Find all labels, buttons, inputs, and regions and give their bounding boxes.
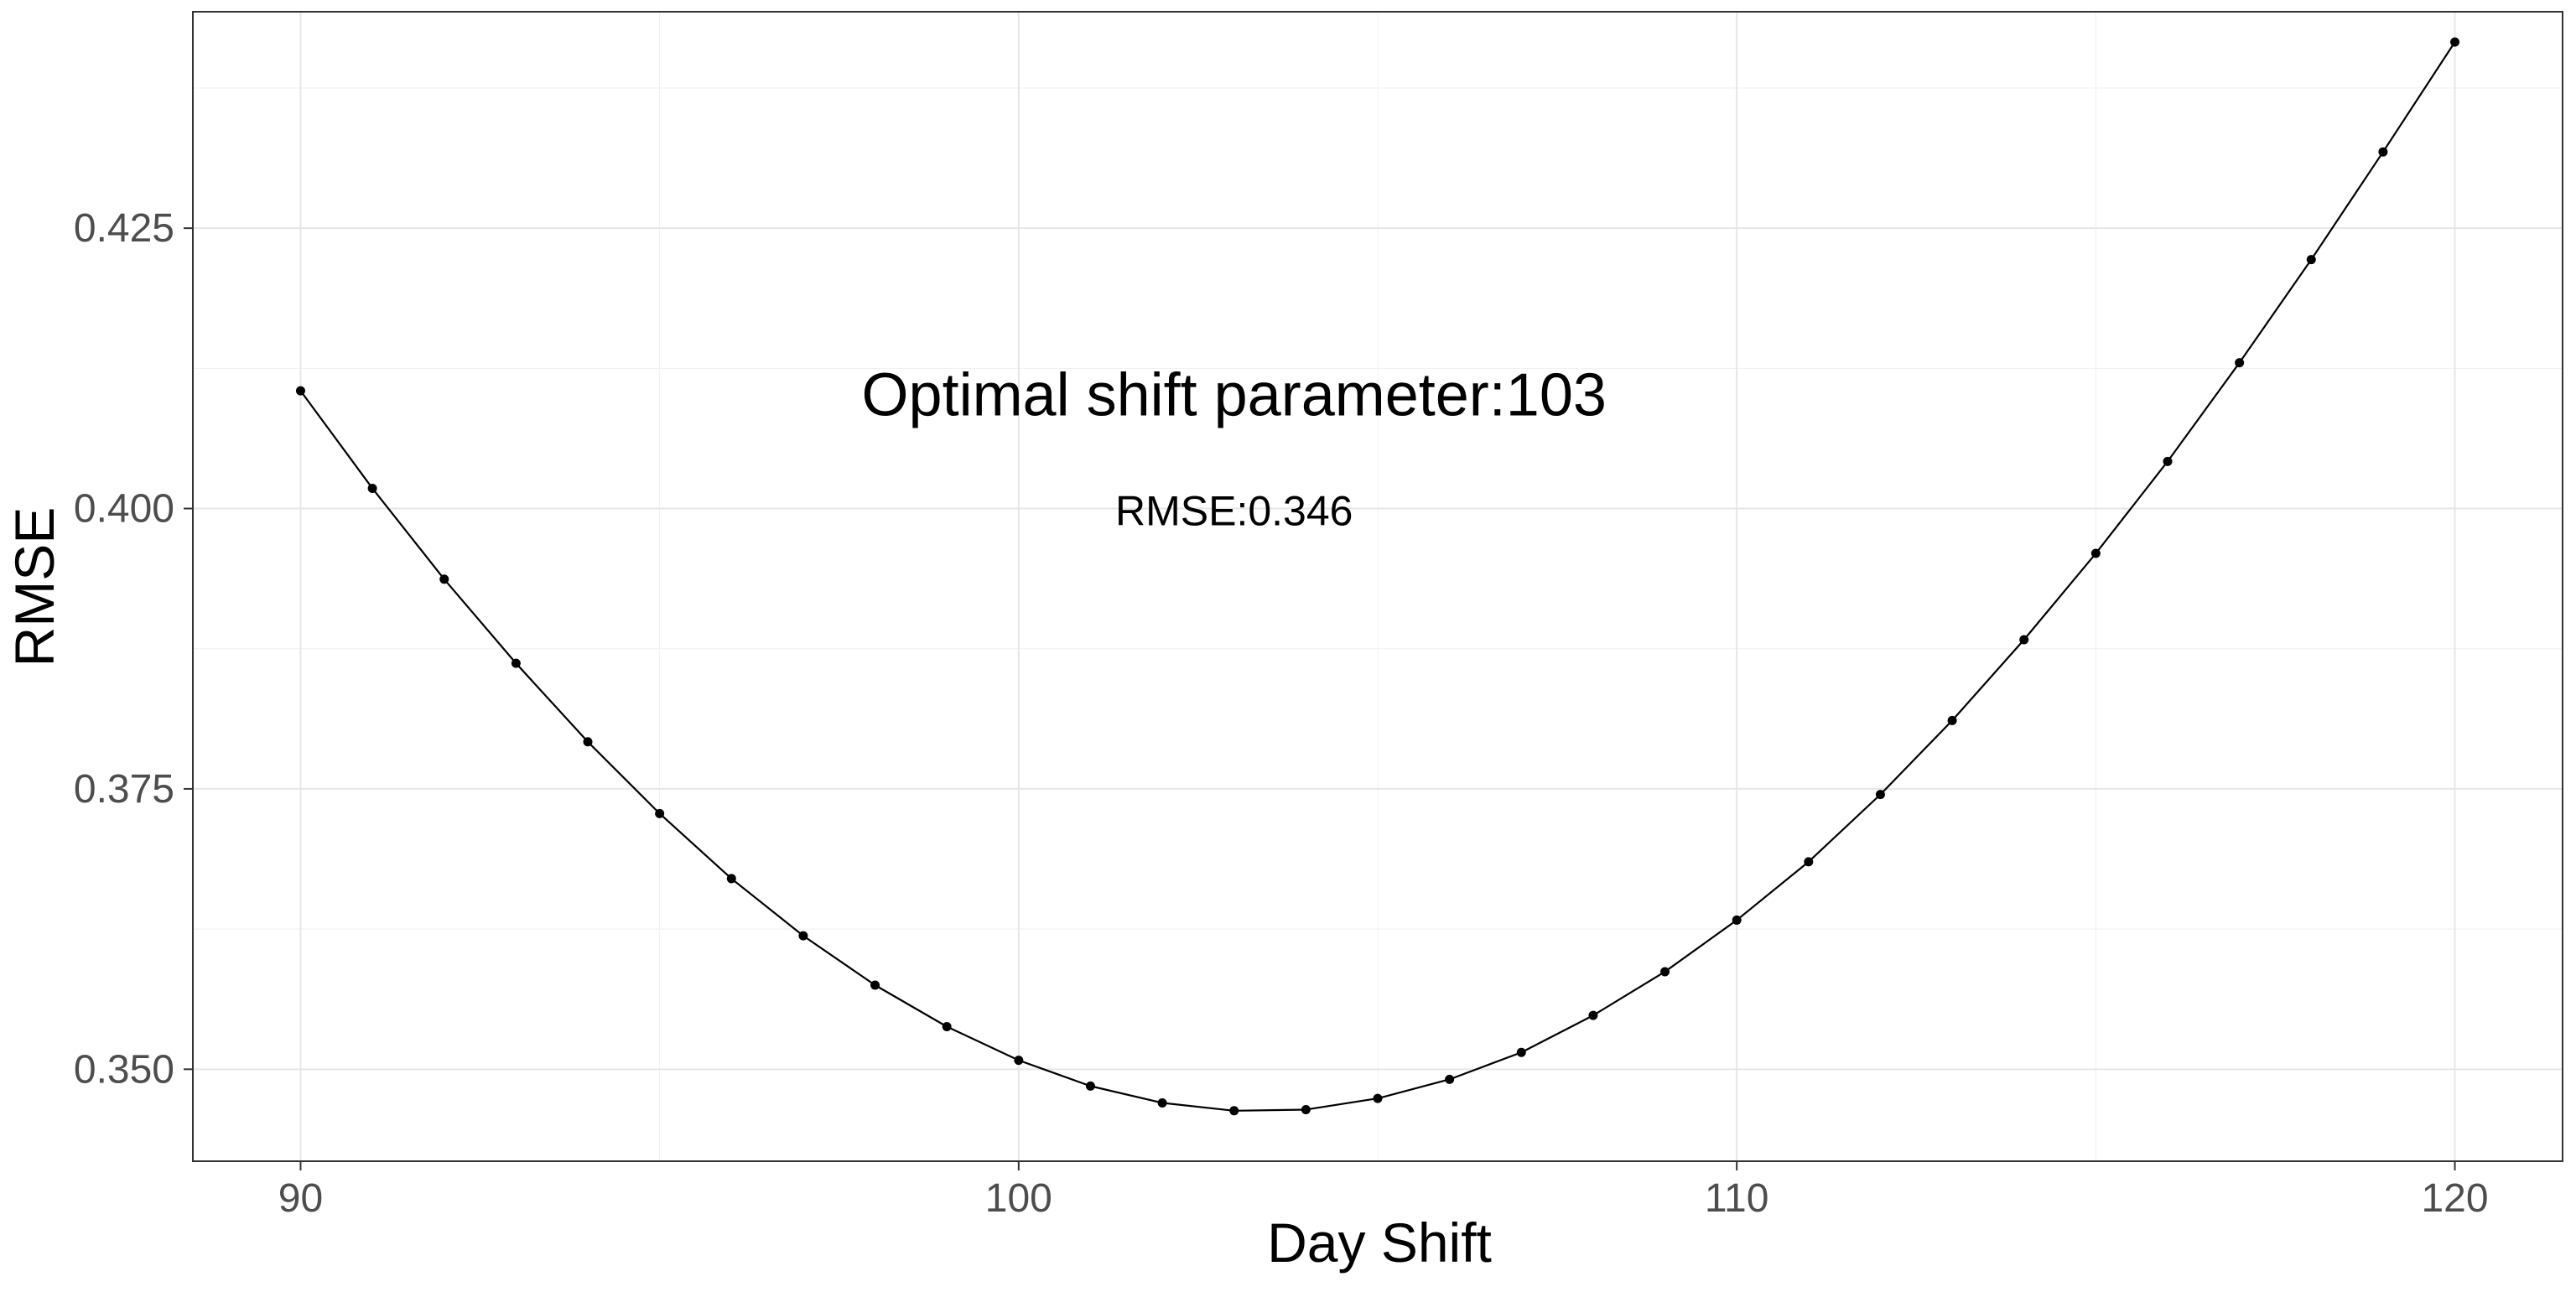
grid-minor <box>193 12 2563 1161</box>
data-point <box>2306 255 2316 265</box>
data-point <box>1588 1010 1598 1020</box>
panel-border <box>192 11 2563 1162</box>
data-point <box>439 574 449 584</box>
data-point <box>583 737 593 747</box>
x-axis: 90 100 110 120 <box>278 1161 2489 1221</box>
data-point <box>295 386 305 396</box>
grid-major <box>193 12 2563 1161</box>
data-point <box>1732 915 1742 925</box>
data-point <box>1875 790 1885 800</box>
y-tick-label: 0.375 <box>74 767 174 812</box>
data-point <box>1229 1106 1239 1116</box>
data-point <box>726 874 736 884</box>
data-point <box>2163 456 2173 466</box>
data-point <box>2235 358 2245 368</box>
x-tick-label: 120 <box>2421 1176 2488 1221</box>
data-point <box>1947 715 1957 725</box>
data-point <box>1804 857 1814 867</box>
data-point <box>1085 1081 1095 1091</box>
y-tick-label: 0.400 <box>74 487 174 532</box>
data-point <box>1373 1093 1383 1103</box>
x-axis-title: Day Shift <box>1267 1212 1492 1274</box>
y-tick-label: 0.425 <box>74 206 174 251</box>
data-point <box>655 808 665 818</box>
x-tick-label: 110 <box>1705 1176 1769 1221</box>
x-tick-label: 100 <box>985 1176 1052 1221</box>
data-point <box>511 658 521 668</box>
data-point <box>1301 1104 1311 1114</box>
y-axis: 0.350 0.375 0.400 0.425 <box>74 206 193 1092</box>
data-point <box>942 1021 952 1031</box>
data-point <box>1445 1074 1455 1084</box>
data-point <box>2090 548 2101 558</box>
data-point <box>2450 37 2460 47</box>
data-point <box>1516 1047 1526 1057</box>
y-axis-title: RMSE <box>3 507 65 667</box>
y-tick-label: 0.350 <box>74 1047 174 1092</box>
data-point <box>1660 967 1670 977</box>
annotation-optimal-shift: Optimal shift parameter:103 <box>862 361 1607 428</box>
data-point <box>367 483 377 493</box>
data-point <box>798 931 808 941</box>
data-point <box>870 980 880 990</box>
data-point <box>2019 635 2029 645</box>
data-point <box>1157 1097 1167 1108</box>
annotation-rmse: RMSE:0.346 <box>1115 488 1353 535</box>
data-point <box>2378 147 2388 157</box>
data-point <box>1014 1056 1024 1066</box>
series-layer <box>295 37 2460 1116</box>
x-tick-label: 90 <box>278 1176 323 1221</box>
annotation-layer: Optimal shift parameter:103 RMSE:0.346 <box>862 361 1607 534</box>
